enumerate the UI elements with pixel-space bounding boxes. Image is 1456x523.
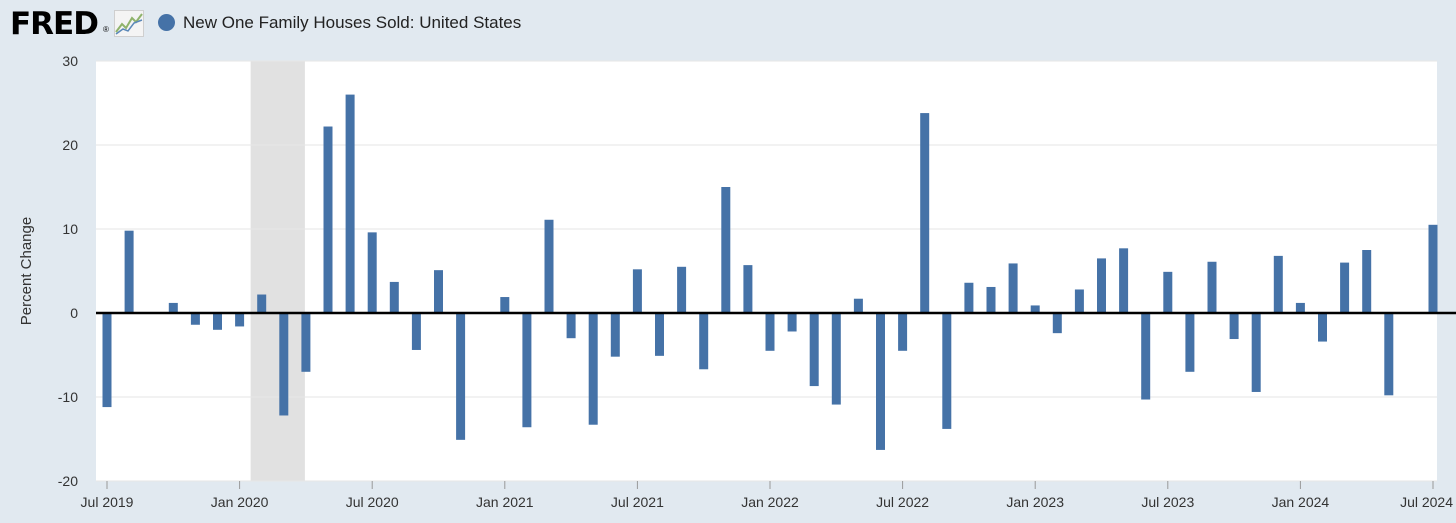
y-axis-label: Percent Change — [18, 217, 35, 325]
bar[interactable]: Dec 2022: 5.9 — [1008, 263, 1018, 313]
y-tick-label: 10 — [62, 221, 78, 237]
bar[interactable]: Jul 2019: -11.2 — [102, 313, 112, 408]
registered-mark: ® — [103, 25, 109, 34]
x-tick-label: Jul 2021 — [611, 494, 664, 510]
bar[interactable]: Apr 2021: -3 — [566, 313, 576, 339]
bar[interactable]: Aug 2020: 3.7 — [389, 281, 399, 313]
bar[interactable]: Dec 2019: -2 — [213, 313, 222, 330]
bar[interactable]: Jan 2024: 1.2 — [1295, 302, 1305, 313]
bar[interactable]: Feb 2022: -2.2 — [787, 313, 797, 332]
bar[interactable]: Jan 2022: -4.5 — [765, 313, 775, 351]
bar[interactable]: Mar 2020: -12.2 — [279, 313, 289, 416]
bar[interactable]: Nov 2023: -9.4 — [1251, 313, 1261, 392]
gridlines — [96, 60, 1437, 482]
bar[interactable]: Dec 2021: 5.7 — [743, 265, 753, 313]
bar[interactable]: Feb 2023: -2.4 — [1052, 313, 1062, 334]
legend-series-label[interactable]: New One Family Houses Sold: United State… — [183, 13, 522, 32]
x-tick-label: Jan 2020 — [211, 494, 269, 510]
bar[interactable]: Oct 2023: -3.1 — [1229, 313, 1239, 340]
bar[interactable]: Nov 2021: 15 — [721, 187, 731, 313]
bar[interactable]: Mar 2021: 11.1 — [544, 219, 554, 313]
x-tick-label: Jul 2023 — [1141, 494, 1194, 510]
bar[interactable]: Jan 2020: -1.6 — [235, 313, 245, 327]
bar[interactable]: Feb 2024: -3.4 — [1318, 313, 1327, 342]
x-tick-label: Jan 2021 — [476, 494, 534, 510]
x-tick-label: Jul 2020 — [346, 494, 399, 510]
bar[interactable]: Jan 2023: 0.9 — [1030, 305, 1040, 313]
x-tick-label: Jan 2023 — [1006, 494, 1064, 510]
recession-band — [250, 61, 305, 481]
bar[interactable]: May 2024: -9.8 — [1384, 313, 1394, 396]
y-tick-label: 20 — [62, 137, 78, 153]
bar[interactable]: Jun 2022: -16.3 — [876, 313, 885, 450]
bar[interactable]: Aug 2023: -7 — [1185, 313, 1195, 372]
bar[interactable]: May 2023: 7.7 — [1119, 248, 1129, 313]
bar[interactable]: May 2022: 1.7 — [853, 298, 863, 313]
x-tick-label: Jul 2024 — [1400, 494, 1453, 510]
fred-graph-icon — [114, 10, 144, 37]
recession-shading — [250, 61, 305, 481]
bar[interactable]: Sep 2020: -4.4 — [411, 313, 421, 350]
bar[interactable]: May 2020: 22.2 — [323, 126, 333, 314]
bar[interactable]: Nov 2022: 3.1 — [986, 286, 996, 313]
bar[interactable]: Mar 2022: -8.7 — [809, 313, 819, 387]
bar[interactable]: Aug 2019: 9.8 — [124, 230, 134, 313]
bar[interactable]: Apr 2020: -7 — [301, 313, 311, 372]
bar[interactable]: Jul 2020: 9.6 — [367, 232, 377, 313]
bar[interactable]: Jul 2021: 5.2 — [632, 269, 642, 313]
y-tick-label: -20 — [58, 473, 78, 489]
bar[interactable]: Feb 2021: -13.6 — [522, 313, 532, 428]
x-tick-label: Jul 2022 — [876, 494, 929, 510]
bar[interactable]: Sep 2021: 5.5 — [677, 266, 687, 313]
bar[interactable]: Jun 2021: -5.2 — [610, 313, 620, 357]
fred-logo[interactable]: FRED — [10, 6, 99, 42]
bar[interactable]: Oct 2021: -6.7 — [699, 313, 709, 370]
bar[interactable]: Oct 2020: 5.1 — [434, 270, 443, 313]
x-tick-label: Jan 2022 — [741, 494, 799, 510]
y-tick-label: 30 — [62, 53, 78, 69]
x-tick-label: Jan 2024 — [1272, 494, 1330, 510]
bar[interactable]: Mar 2023: 2.8 — [1074, 289, 1084, 313]
bar[interactable]: Oct 2022: 3.6 — [964, 282, 974, 313]
bar[interactable]: Jul 2022: -4.5 — [898, 313, 908, 351]
x-ticks: Jul 2019 Jan 2020 Jul 2020 Jan 2021 Jul 2021… — [81, 481, 1453, 510]
chart-header: FRED ® New One Family Houses Sold: Unite… — [0, 0, 1456, 50]
bar[interactable]: Mar 2024: 6 — [1340, 262, 1350, 313]
bar[interactable]: Sep 2022: -13.8 — [942, 313, 952, 429]
bar[interactable]: Nov 2020: -15.1 — [456, 313, 466, 440]
bar[interactable]: Aug 2021: -5.1 — [655, 313, 664, 356]
bar[interactable]: Nov 2019: -1.4 — [190, 313, 200, 325]
bar[interactable]: Jun 2023: -10.3 — [1141, 313, 1151, 400]
bar[interactable]: May 2021: -13.3 — [588, 313, 598, 425]
bar[interactable]: Aug 2022: 23.8 — [920, 113, 930, 313]
x-tick-label: Jul 2019 — [81, 494, 134, 510]
bar[interactable]: Jul 2023: 4.9 — [1163, 271, 1173, 313]
bar-series: Jul 2019: -11.2 Aug 2019: 9.8 Oct 2019: 1.… — [102, 94, 1438, 450]
y-tick-labels: -20 -10 0 10 20 30 — [58, 53, 78, 489]
bar[interactable]: Dec 2023: 6.8 — [1273, 255, 1283, 313]
legend-series-marker — [158, 14, 175, 31]
bar[interactable]: Jan 2021: 1.9 — [500, 297, 510, 313]
bar[interactable]: Apr 2023: 6.5 — [1097, 258, 1106, 313]
y-tick-label: 0 — [70, 305, 78, 321]
bar[interactable]: Jun 2020: 26 — [345, 94, 355, 313]
bar[interactable]: Oct 2019: 1.2 — [168, 302, 178, 313]
y-tick-label: -10 — [58, 389, 78, 405]
bar[interactable]: Sep 2023: 6.1 — [1207, 261, 1217, 313]
bar[interactable]: Jul 2024: 10.5 — [1428, 224, 1438, 313]
bar[interactable]: Apr 2024: 7.5 — [1362, 250, 1372, 313]
bar[interactable]: Feb 2020: 2.2 — [257, 294, 267, 313]
bar[interactable]: Apr 2022: -10.9 — [831, 313, 841, 405]
